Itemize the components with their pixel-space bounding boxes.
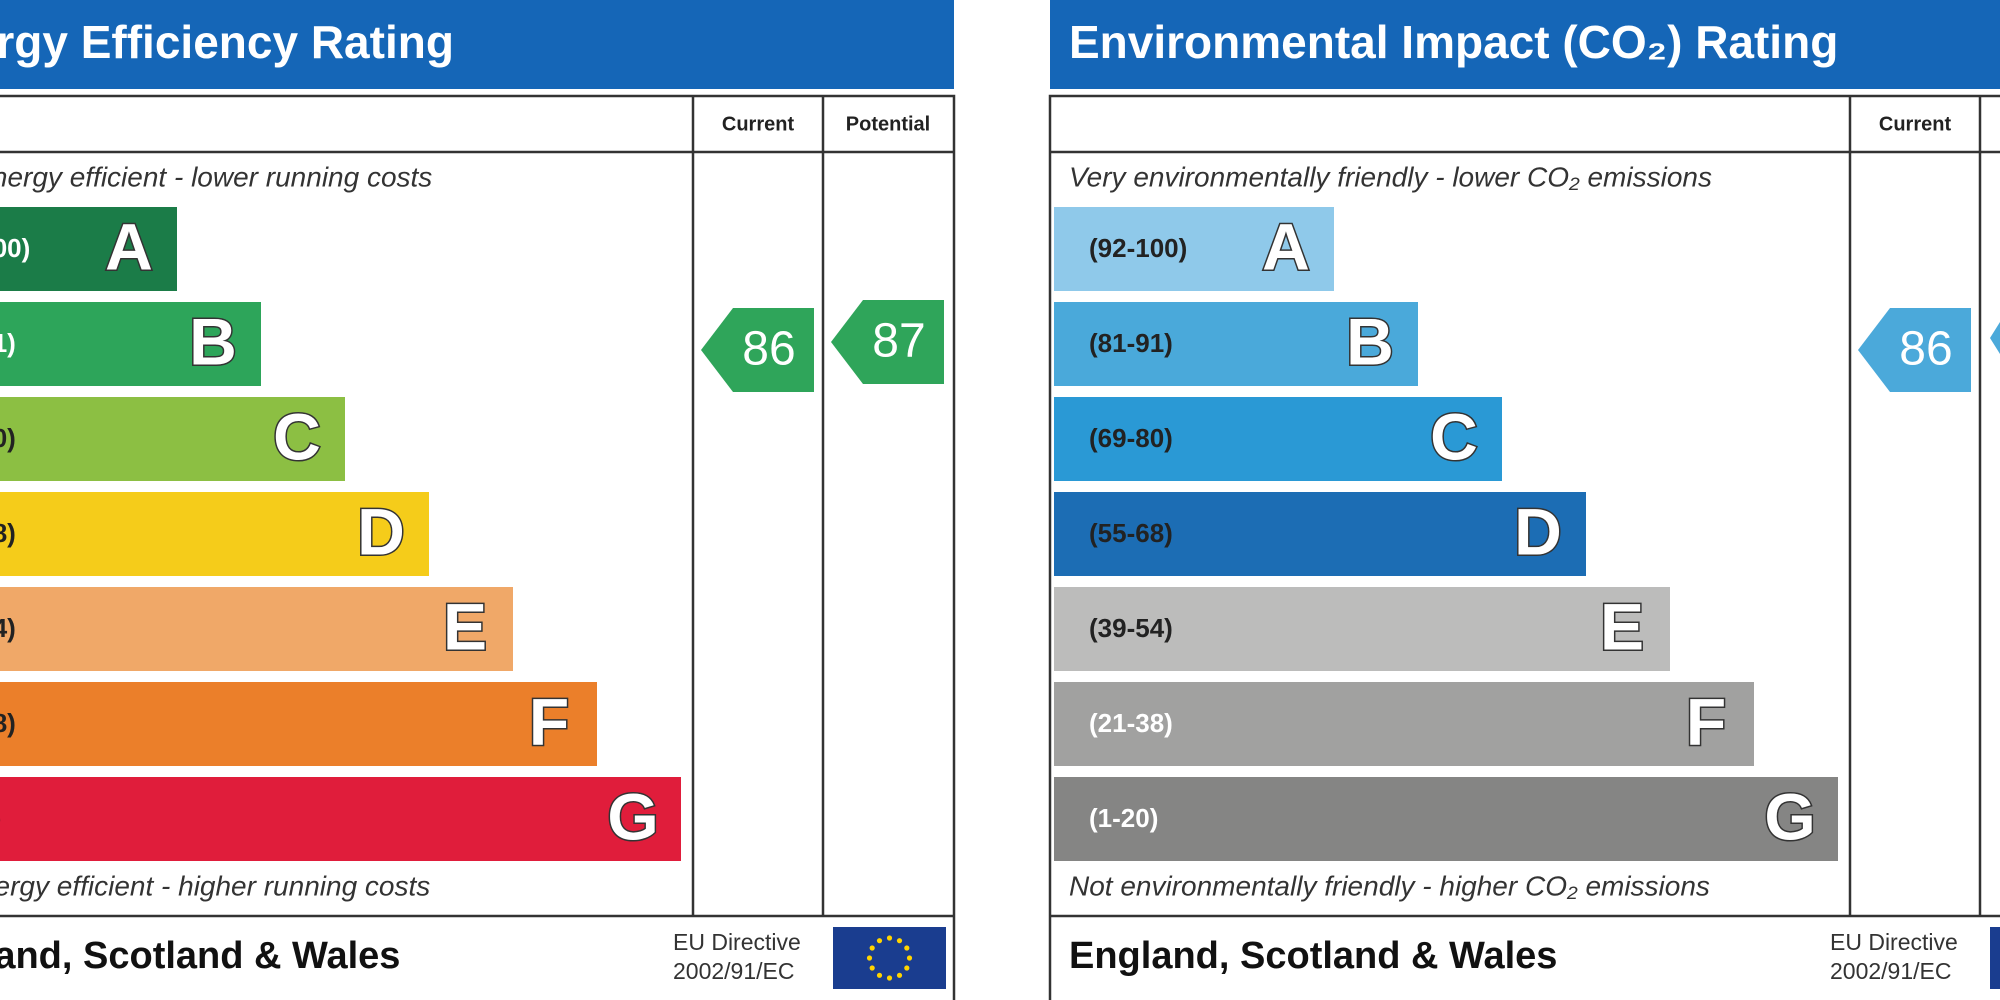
footer-country: England, Scotland & Wales [0, 935, 400, 977]
band-letter: D [357, 494, 405, 568]
eu-star [869, 965, 875, 971]
title-bar [0, 0, 954, 89]
rating-arrow [1858, 308, 1971, 392]
top-note: Very energy efficient - lower running co… [0, 161, 432, 192]
rating-value: 86 [742, 323, 795, 376]
column-header: Current [722, 113, 795, 135]
rating-value: 87 [872, 315, 925, 368]
band-range: (92-100) [0, 233, 30, 263]
directive-line: 2002/91/EC [673, 958, 794, 984]
band-range: (39-54) [1089, 613, 1173, 643]
band-letter: E [1600, 589, 1644, 663]
eu-star [866, 955, 873, 961]
rating-band [0, 777, 681, 861]
eu-flag [1990, 927, 2000, 989]
eu-star [904, 945, 910, 951]
band-range: (21-38) [1089, 708, 1173, 738]
band-letter: G [1764, 779, 1815, 853]
band-letter: B [1346, 304, 1394, 378]
rating-arrow-edge [1990, 322, 2000, 354]
rating-band [0, 397, 345, 481]
rating-band [0, 682, 597, 766]
bottom-note: Not environmentally friendly - higher CO… [1069, 870, 1710, 901]
rating-band [0, 302, 261, 386]
top-note: Very environmentally friendly - lower CO… [1069, 161, 1712, 192]
eu-star [896, 938, 903, 944]
rating-band [1054, 777, 1838, 861]
band-range: (69-80) [0, 423, 16, 453]
band-letter: D [1514, 494, 1562, 568]
band-letter: C [273, 399, 321, 473]
band-letter: A [1262, 209, 1310, 283]
band-range: (21-38) [0, 708, 16, 738]
eu-star [896, 972, 903, 978]
band-range: (55-68) [0, 518, 16, 548]
rating-value: 86 [1899, 323, 1952, 376]
directive-line: EU Directive [1830, 929, 1958, 955]
rating-band [1054, 492, 1586, 576]
band-letter: E [443, 589, 487, 663]
footer-country: England, Scotland & Wales [1069, 935, 1557, 977]
eu-star [876, 938, 883, 944]
rating-band [0, 207, 177, 291]
band-range: (1-20) [1089, 803, 1158, 833]
panel-frame [0, 94, 956, 1000]
rating-band [0, 587, 513, 671]
band-range: (69-80) [1089, 423, 1173, 453]
rating-panel: Environmental Impact (CO₂) Rating Current… [1048, 0, 2000, 1000]
band-range: (92-100) [1089, 233, 1187, 263]
panel-title: Energy Efficiency Rating [0, 16, 454, 68]
band-letter: C [1430, 399, 1478, 473]
band-letter: A [105, 209, 153, 283]
band-letter: F [1686, 684, 1726, 758]
rating-band [1054, 302, 1418, 386]
rating-band [1054, 397, 1502, 481]
band-letter: G [607, 779, 658, 853]
column-header: Potential [846, 113, 930, 135]
rating-band [1054, 587, 1670, 671]
rating-arrow [831, 300, 944, 384]
band-letter: F [529, 684, 569, 758]
eu-star [886, 935, 893, 941]
band-range: (1-20) [0, 803, 1, 833]
rating-panel: Energy Efficiency Rating Current Potential… [0, 0, 956, 1000]
band-range: (39-54) [0, 613, 16, 643]
title-bar [1050, 0, 2000, 89]
eu-star [869, 945, 875, 951]
directive-line: EU Directive [673, 929, 801, 955]
band-range: (81-91) [1089, 328, 1173, 358]
rating-arrow [701, 308, 814, 392]
rating-band [1054, 682, 1754, 766]
band-letter: B [189, 304, 237, 378]
band-range: (55-68) [1089, 518, 1173, 548]
panel-title: Environmental Impact (CO₂) Rating [1069, 16, 1838, 68]
bottom-note: Not energy efficient - higher running co… [0, 870, 430, 901]
rating-band [1054, 207, 1334, 291]
directive-line: 2002/91/EC [1830, 958, 1951, 984]
column-header: Current [1879, 113, 1952, 135]
eu-star [906, 955, 913, 961]
band-range: (81-91) [0, 328, 16, 358]
panel-frame [1048, 94, 2000, 1000]
eu-star [886, 975, 893, 981]
eu-star [876, 972, 883, 978]
eu-star [904, 965, 910, 971]
rating-band [0, 492, 429, 576]
